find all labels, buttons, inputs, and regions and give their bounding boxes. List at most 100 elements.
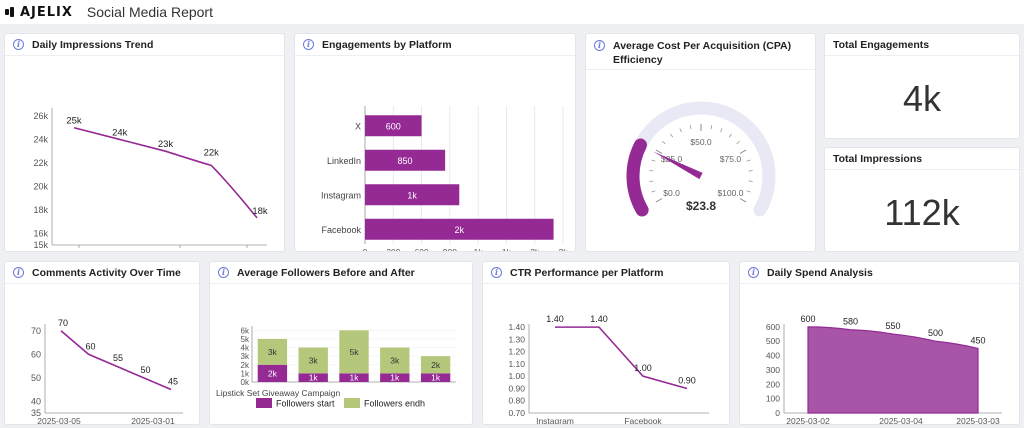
data-label: 50	[140, 365, 150, 375]
x-tick-label: 2025-03-03	[956, 416, 1000, 425]
x-tick-label: 1k	[474, 247, 484, 252]
y-tick-label: 22k	[33, 158, 48, 168]
data-label: 1.00	[634, 363, 652, 373]
bar-followers-start	[298, 373, 328, 382]
series-line	[73, 126, 258, 219]
bar-instagram	[365, 184, 460, 206]
x-tick-label: 2025-03-03	[225, 249, 269, 252]
category-label: X	[355, 121, 361, 131]
card-title: Total Impressions	[833, 152, 923, 165]
x-tick-label: 600	[414, 247, 428, 252]
card-title: Average Cost Per Acquisition (CPA) Effic…	[613, 40, 792, 66]
data-label: 22k	[204, 147, 220, 158]
y-tick-label: 400	[766, 351, 780, 361]
gauge-tick-label: $25.0	[661, 154, 683, 164]
data-label: 60	[85, 341, 95, 351]
impressions-line-chart: 26k 24k 22k 20k 18k 16k 15k 25k 24k 23k 22k 18k 2025…	[33, 108, 269, 252]
x-tick-label: 2025-03-04	[879, 416, 923, 425]
x-tick-label: 2k	[559, 247, 569, 252]
bar-followers-start	[380, 373, 410, 382]
gauge-tick	[651, 190, 656, 193]
data-label: 450	[970, 335, 985, 345]
area-fill	[807, 326, 979, 414]
followers-card: i Average Followers Before and After 6k 5k…	[209, 261, 473, 425]
data-label: 23k	[158, 139, 174, 150]
data-label: 580	[843, 317, 858, 327]
category-label: Lipstick Set Giveaway Campaign	[216, 388, 341, 398]
y-tick-label: 4k	[241, 344, 250, 353]
bar-label: 1k	[350, 373, 360, 383]
y-tick-label: 26k	[33, 111, 48, 121]
y-tick-label: 60	[31, 349, 41, 359]
bar-facebook	[365, 218, 554, 240]
bar-label: 1k	[431, 373, 441, 383]
info-icon[interactable]: i	[748, 267, 759, 278]
bar-followers-start	[420, 373, 451, 382]
legend-swatch-start	[256, 398, 272, 408]
x-tick-label: 2025-03-05	[158, 249, 202, 252]
y-tick-label: 0.90	[508, 383, 525, 393]
gauge-tick	[651, 159, 656, 162]
data-label: 1.40	[590, 314, 608, 324]
gauge-value: $23.8	[686, 199, 716, 213]
bar-label: 3k	[268, 347, 278, 357]
gauge-tick	[662, 140, 666, 145]
x-tick-label: 1k	[502, 247, 512, 252]
data-label: 55	[113, 353, 123, 363]
card-title: Comments Activity Over Time	[32, 266, 181, 279]
y-tick-label: 0.70	[508, 408, 525, 418]
y-tick-label: 1k	[241, 369, 250, 378]
top-bar: AJELIX Social Media Report	[0, 0, 1024, 24]
y-tick-label: 3k	[241, 352, 250, 361]
y-tick-label: 0	[775, 408, 780, 418]
cpa-card: i Average Cost Per Acquisition (CPA) Effi…	[585, 33, 816, 252]
bar-label: 1k	[309, 373, 319, 383]
gauge-tick-label: $100.0	[717, 188, 743, 198]
y-tick-label: 0.80	[508, 396, 525, 406]
x-tick-label: 300	[386, 247, 400, 252]
y-tick-label: 50	[31, 373, 41, 383]
info-icon[interactable]: i	[491, 267, 502, 278]
bar-label: 1k	[407, 190, 417, 200]
engagements-platform-card: i Engagements by Platform 0 300 600 900 1k 1k 2…	[294, 33, 576, 252]
data-label: 45	[168, 377, 178, 387]
logo-icon	[5, 7, 14, 17]
category-label: Facebook	[321, 225, 361, 235]
app-logo[interactable]: AJELIX	[4, 5, 73, 20]
bar-followers-start	[257, 364, 288, 382]
y-tick-label: 1.10	[508, 359, 525, 369]
card-title: Daily Impressions Trend	[32, 38, 154, 51]
y-tick-label: 35	[31, 408, 41, 418]
report-title: Social Media Report	[86, 4, 213, 20]
y-tick-label: 18k	[33, 205, 48, 215]
bar-label: 2k	[455, 225, 465, 235]
gauge-fill	[626, 138, 649, 217]
y-tick-label: 40	[31, 396, 41, 406]
info-icon[interactable]: i	[303, 39, 314, 50]
y-tick-label: 1.30	[508, 334, 525, 344]
y-tick-label: 0k	[241, 378, 250, 387]
data-label: 18k	[252, 206, 268, 217]
info-icon[interactable]: i	[13, 267, 24, 278]
card-title: Average Followers Before and After	[237, 266, 415, 279]
bar-followers-end	[420, 356, 451, 374]
total-engagements-card: Total Engagements 4k	[824, 33, 1020, 139]
bar-followers-end	[339, 330, 369, 374]
info-icon[interactable]: i	[218, 267, 229, 278]
data-label: 550	[885, 321, 900, 331]
card-title: Daily Spend Analysis	[767, 266, 873, 279]
x-tick-label: 2k	[530, 247, 540, 252]
card-title: Engagements by Platform	[322, 38, 452, 51]
gauge-tick	[710, 125, 713, 130]
info-icon[interactable]: i	[13, 39, 24, 50]
gauge-tick-label: $75.0	[720, 154, 742, 164]
info-icon[interactable]: i	[594, 40, 605, 51]
gauge-tick	[746, 190, 751, 193]
engagements-bar-chart: 0 300 600 900 1k 1k 2k 2k X 600 LinkedIn 850 Instagr…	[321, 106, 569, 252]
total-impressions-card: Total Impressions 112k	[824, 147, 1020, 252]
kpi-value: 112k	[884, 192, 960, 233]
data-label: 0.90	[678, 375, 696, 385]
impressions-trend-card: i Daily Impressions Trend 26k 24k 22k 20k 18k…	[4, 33, 285, 252]
x-tick-label: Instagram	[536, 416, 574, 425]
gauge-tick	[746, 159, 751, 162]
